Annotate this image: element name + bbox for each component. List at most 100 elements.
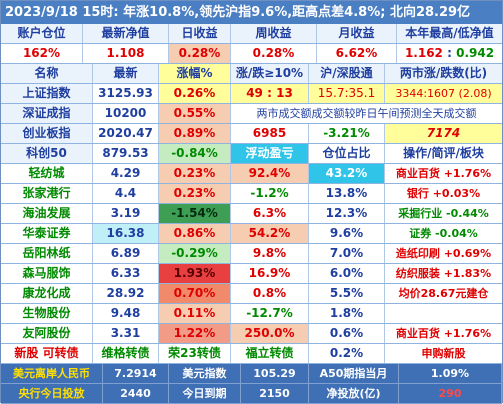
bond-a: 维格转债 [93,344,159,363]
header-position: 账户仓位 [1,24,83,43]
stock-name: 康龙化成 [1,284,93,303]
stock-float-pnl: 6.3% [231,204,309,223]
stock-float-pnl: -12.7% [231,304,309,323]
stock-weight: 9.6% [309,224,385,243]
bond-c: 福立转债 [231,344,309,363]
index-name: 创业板指 [1,124,93,143]
index-name: 上证指数 [1,84,93,103]
turnover-value: 6985 [231,124,309,143]
index-header-row: 名称 最新 涨幅% 涨/跌≥10% 沪/深股通 两市涨/跌数(比) [1,64,502,84]
stock-name: 海油发展 [1,204,93,223]
stock-name: 轻纺城 [1,164,93,183]
stock-float-pnl: -1.2% [231,184,309,203]
stock-float-pnl: 9.8% [231,244,309,263]
stock-note: 均价28.67元建仓 [398,287,489,300]
index-row-cy[interactable]: 创业板指 2020.47 0.89% 6985 -3.21% 7174 [1,124,502,144]
stock-weight: 7.0% [309,244,385,263]
index-row-sz[interactable]: 深证成指 10200 0.55% 两市成交额成交额较昨日午间预测全天成交额 [1,104,502,124]
stock-row[interactable]: 岳阳林纸 6.89 -0.29% 9.8% 7.0% 造纸印刷 +0.69% [1,244,502,264]
header-week-return: 周收益 [231,24,317,43]
turnover-change: -3.21% [309,124,385,143]
maturity-value: 2150 [241,384,309,403]
dashboard-title: 2023/9/18 15时: 年涨10.8%,领先沪指9.6%,距高点差4.8%… [1,1,502,24]
index-latest: 2020.47 [93,124,159,143]
index-latest: 879.53 [93,144,159,163]
stock-pct: 0.23% [159,164,231,183]
header-ge10: 涨/跌≥10% [231,64,309,83]
header-name: 名称 [1,64,93,83]
index-name: 科创50 [1,144,93,163]
stock-price: 3.31 [93,324,159,343]
new-issue-row[interactable]: 新股 可转债 维格转债 荣23转债 福立转债 0.2% 申购新股 [1,344,502,364]
stock-pct: 1.22% [159,324,231,343]
stock-row[interactable]: 张家港行 4.4 0.23% -1.2% 13.8% 银行 +0.03% [1,184,502,204]
stock-weight: 6.0% [309,264,385,283]
net-injection-value: 290 [399,384,502,403]
index-name: 深证成指 [1,104,93,123]
stock-note: 证券 -0.04% [409,227,478,240]
stock-row[interactable]: 华泰证券 16.38 0.86% 54.2% 9.6% 证券 -0.04% [1,224,502,244]
stock-note: 纺织服装 +1.83% [395,267,492,280]
index-pct: 0.55% [159,104,231,123]
header-month-return: 月收益 [317,24,397,43]
index-latest: 10200 [93,104,159,123]
stock-weight: 5.5% [309,284,385,303]
stock-pct: -0.29% [159,244,231,263]
limit-up-count: 49 [246,86,263,100]
nav-value: 1.108 [83,44,169,63]
stock-row[interactable]: 康龙化成 28.92 0.70% 0.8% 5.5% 均价28.67元建仓 [1,284,502,304]
stock-pct: 0.11% [159,304,231,323]
stock-row[interactable]: 森马服饰 6.33 1.93% 16.9% 6.0% 纺织服装 +1.83% [1,264,502,284]
new-issue-label: 新股 可转债 [1,344,93,363]
net-injection-label: 净投放(亿) [309,384,399,403]
stock-note: 商业百货 +1.76% [395,167,492,180]
stock-row[interactable]: 友阿股份 3.31 1.22% 250.0% 0.6% 商业百货 +1.76% [1,324,502,344]
header-operation: 操作/简评/板块 [403,146,484,160]
stock-name: 友阿股份 [1,324,93,343]
stock-price: 3.19 [93,204,159,223]
account-values-row: 162% 1.108 0.28% 0.28% 6.62% 1.162 : 0.9… [1,44,502,64]
stock-weight: 12.3% [309,204,385,223]
bond-b: 荣23转债 [159,344,231,363]
stock-note: 商业百货 +1.76% [395,327,492,340]
position-value: 162% [1,44,83,63]
index-row-sh[interactable]: 上证指数 3125.93 0.26% 49 : 13 15.7:35.1 334… [1,84,502,104]
ge10-ratio: 49 : 13 [231,84,309,103]
new-issue-note: 申购新股 [421,347,466,360]
stock-float-pnl: 250.0% [231,324,309,343]
stock-pct: 0.86% [159,224,231,243]
stock-weight: 43.2% [309,164,385,183]
pboc-injection-label: 央行今日投放 [1,384,103,403]
stock-price: 6.89 [93,244,159,263]
pboc-row: 央行今日投放 2440 今日到期 2150 净投放(亿) 290 [1,384,502,404]
account-header-row: 账户仓位 最新净值 日收益 周收益 月收益 本年最高/低净值 [1,24,502,44]
stock-row[interactable]: 海油发展 3.19 -1.54% 6.3% 12.3% 采掘行业 -0.44% [1,204,502,224]
index-row-kc[interactable]: 科创50 879.53 -0.84% 浮动盈亏 仓位占比 操作/简评/板块 [1,144,502,164]
stock-row[interactable]: 生物股份 9.48 0.11% -12.7% 1.8% [1,304,502,324]
header-weight: 仓位占比 [309,144,385,163]
stock-pct: 0.23% [159,184,231,203]
predicted-turnover: 7174 [385,124,502,143]
new-issue-weight: 0.2% [309,344,385,363]
a50-value: 1.09% [399,364,502,383]
index-pct: 0.89% [159,124,231,143]
pboc-injection-value: 2440 [103,384,169,403]
header-day-return: 日收益 [169,24,231,43]
header-pct: 涨幅% [159,64,231,83]
stock-weight: 0.6% [309,324,385,343]
stock-price: 28.92 [93,284,159,303]
stock-note: 造纸印刷 +0.69% [395,247,492,260]
stock-row[interactable]: 轻纺城 4.29 0.23% 92.4% 43.2% 商业百货 +1.76% [1,164,502,184]
index-latest: 3125.93 [93,84,159,103]
ge10-sep: : [267,86,272,100]
header-advance-decline: 两市涨/跌数(比) [399,66,488,80]
day-return-value: 0.28% [169,44,231,63]
advance-decline-value: 3344:1607 (2.08) [385,84,502,103]
maturity-label: 今日到期 [169,384,241,403]
year-sep: : [447,46,452,60]
stock-pct: 0.70% [159,284,231,303]
stock-price: 9.48 [93,304,159,323]
stock-price: 4.29 [93,164,159,183]
year-high-low-value: 1.162 : 0.942 [397,44,502,63]
